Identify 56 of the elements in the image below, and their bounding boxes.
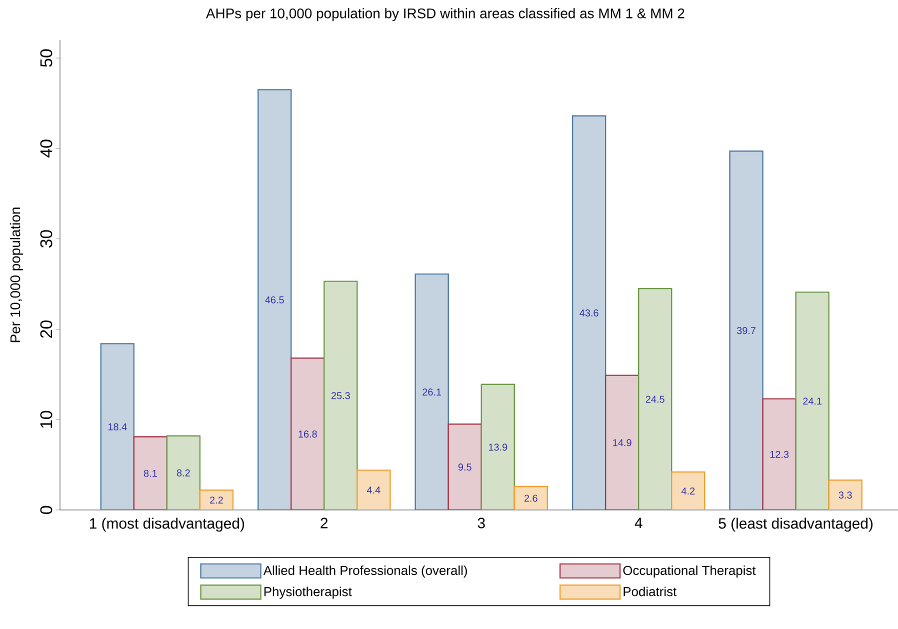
y-tick-label: 30 (40, 230, 52, 248)
data-label: 12.3 (770, 450, 789, 458)
data-label: 2.2 (210, 496, 223, 504)
data-label: 4.4 (366, 486, 380, 494)
y-tick-label: 50 (40, 49, 52, 67)
bar (448, 424, 482, 510)
data-label: 24.5 (646, 396, 664, 403)
bar (729, 150, 764, 510)
data-label: 9.5 (458, 464, 472, 471)
legend-label: Occupational Therapist (623, 566, 756, 578)
bar (480, 384, 515, 510)
bar (638, 288, 672, 510)
bar (258, 89, 292, 510)
data-label: 16.8 (298, 430, 317, 438)
bar (414, 273, 449, 510)
data-label: 26.1 (422, 388, 442, 396)
legend-label: Podiatrist (624, 586, 677, 596)
bar (572, 115, 606, 510)
data-label: 43.6 (580, 309, 598, 316)
bar (356, 470, 391, 510)
data-label: 3.3 (838, 492, 852, 499)
y-axis-title: Per 10,000 population (10, 208, 23, 342)
x-tick-label: 3 (478, 518, 485, 528)
data-label: 25.3 (331, 392, 350, 400)
legend-label: Physiotherapist (264, 586, 352, 599)
bar (290, 358, 325, 510)
bar (604, 374, 640, 510)
bar (795, 292, 830, 510)
bar (828, 480, 862, 510)
data-label: 8.2 (176, 469, 190, 476)
y-tick-label: 40 (40, 140, 52, 158)
x-tick-label: 4 (634, 518, 642, 528)
bar (100, 343, 134, 510)
x-tick-label: 5 (least disadvantaged) (718, 518, 873, 532)
data-label: 18.4 (108, 423, 127, 430)
data-label: 24.1 (803, 398, 822, 405)
data-label: 4.2 (681, 488, 695, 494)
bar (133, 436, 168, 510)
bar (671, 471, 706, 510)
data-label: 2.6 (524, 494, 538, 502)
data-label: 13.9 (488, 444, 508, 451)
bar (166, 435, 201, 510)
data-label: 8.1 (144, 470, 157, 477)
bar (762, 398, 796, 510)
y-tick-label: 0 (40, 506, 52, 514)
y-tick-label: 10 (40, 410, 52, 428)
x-tick-label: 2 (320, 518, 328, 528)
data-label: 14.9 (613, 439, 632, 446)
x-tick-label: 1 (most disadvantaged) (90, 518, 244, 532)
y-tick-label: 20 (40, 320, 52, 338)
bar (514, 486, 548, 510)
bar (324, 280, 358, 510)
chart-title: AHPs per 10,000 population by IRSD within areas classified as MM 1 & MM 2 (206, 8, 684, 22)
legend-label: Allied Health Professionals (overall) (263, 566, 467, 578)
data-label: 46.5 (265, 296, 284, 304)
data-label: 39.7 (736, 327, 756, 334)
